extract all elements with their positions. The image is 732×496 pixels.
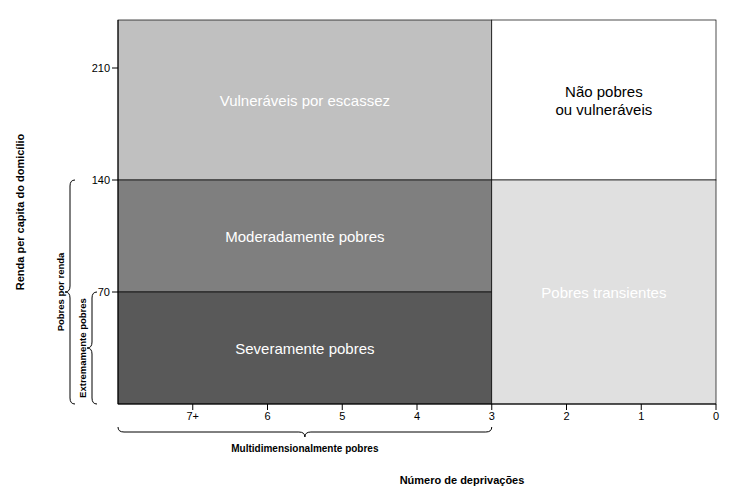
svg-text:Pobres transientes: Pobres transientes — [541, 284, 666, 301]
svg-text:4: 4 — [414, 410, 420, 422]
svg-text:Extremamente pobres: Extremamente pobres — [77, 298, 88, 398]
svg-text:Multidimensionalmente pobres: Multidimensionalmente pobres — [231, 443, 379, 454]
svg-text:Vulneráveis por escassez: Vulneráveis por escassez — [220, 92, 390, 109]
svg-text:0: 0 — [713, 410, 719, 422]
svg-text:140: 140 — [92, 174, 110, 186]
svg-text:5: 5 — [339, 410, 345, 422]
svg-text:70: 70 — [98, 286, 110, 298]
svg-text:Pobres por renda: Pobres por renda — [55, 252, 66, 331]
svg-text:1: 1 — [638, 410, 644, 422]
svg-text:3: 3 — [489, 410, 495, 422]
svg-text:ou vulneráveis: ou vulneráveis — [556, 101, 653, 118]
svg-text:Renda per capita do domicílio: Renda per capita do domicílio — [14, 133, 26, 290]
svg-text:Não pobres: Não pobres — [565, 83, 643, 100]
svg-text:Severamente pobres: Severamente pobres — [235, 340, 374, 357]
svg-text:Número de deprivações: Número de deprivações — [400, 474, 525, 486]
svg-text:6: 6 — [264, 410, 270, 422]
svg-text:7+: 7+ — [186, 410, 199, 422]
svg-text:210: 210 — [92, 62, 110, 74]
svg-text:2: 2 — [563, 410, 569, 422]
svg-text:Moderadamente pobres: Moderadamente pobres — [225, 228, 384, 245]
